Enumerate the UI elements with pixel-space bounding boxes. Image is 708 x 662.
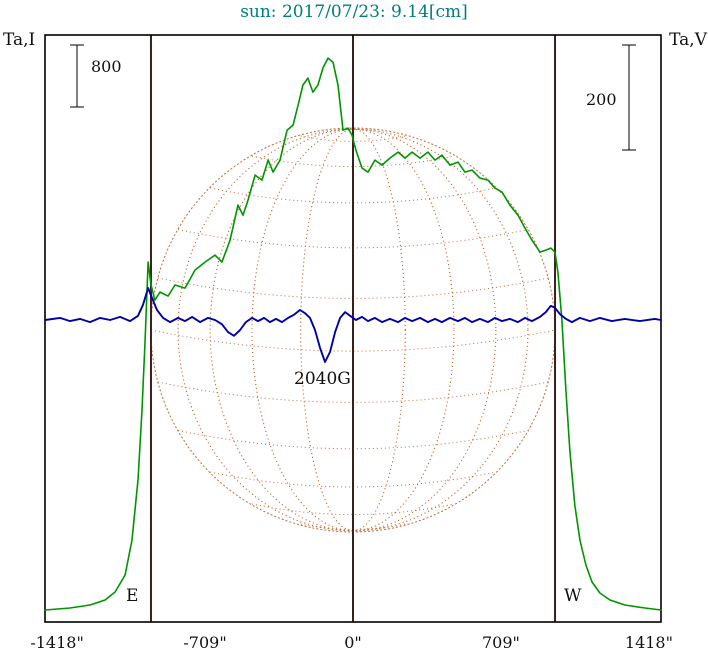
y-axis-left-label: Ta,I <box>3 30 36 50</box>
x-tick-label: -1418" <box>30 633 84 652</box>
y-axis-right-label: Ta,V <box>669 30 707 50</box>
magnetic-field-annotation: 2040G <box>294 369 351 389</box>
west-limb-label: W <box>564 586 582 606</box>
left-scale-bar-value: 800 <box>91 57 122 76</box>
east-limb-label: E <box>126 586 139 606</box>
x-tick-label: 1418" <box>624 633 673 652</box>
x-tick-label: -709" <box>183 633 227 652</box>
intensity-curve <box>44 57 662 611</box>
x-tick-label: 0" <box>344 633 362 652</box>
plot-title: sun: 2017/07/23: 9.14[cm] <box>240 2 468 22</box>
x-tick-label: 709" <box>482 633 520 652</box>
polarization-curve <box>44 287 662 363</box>
right-scale-bar-value: 200 <box>586 90 617 109</box>
plot-frame <box>44 34 662 623</box>
